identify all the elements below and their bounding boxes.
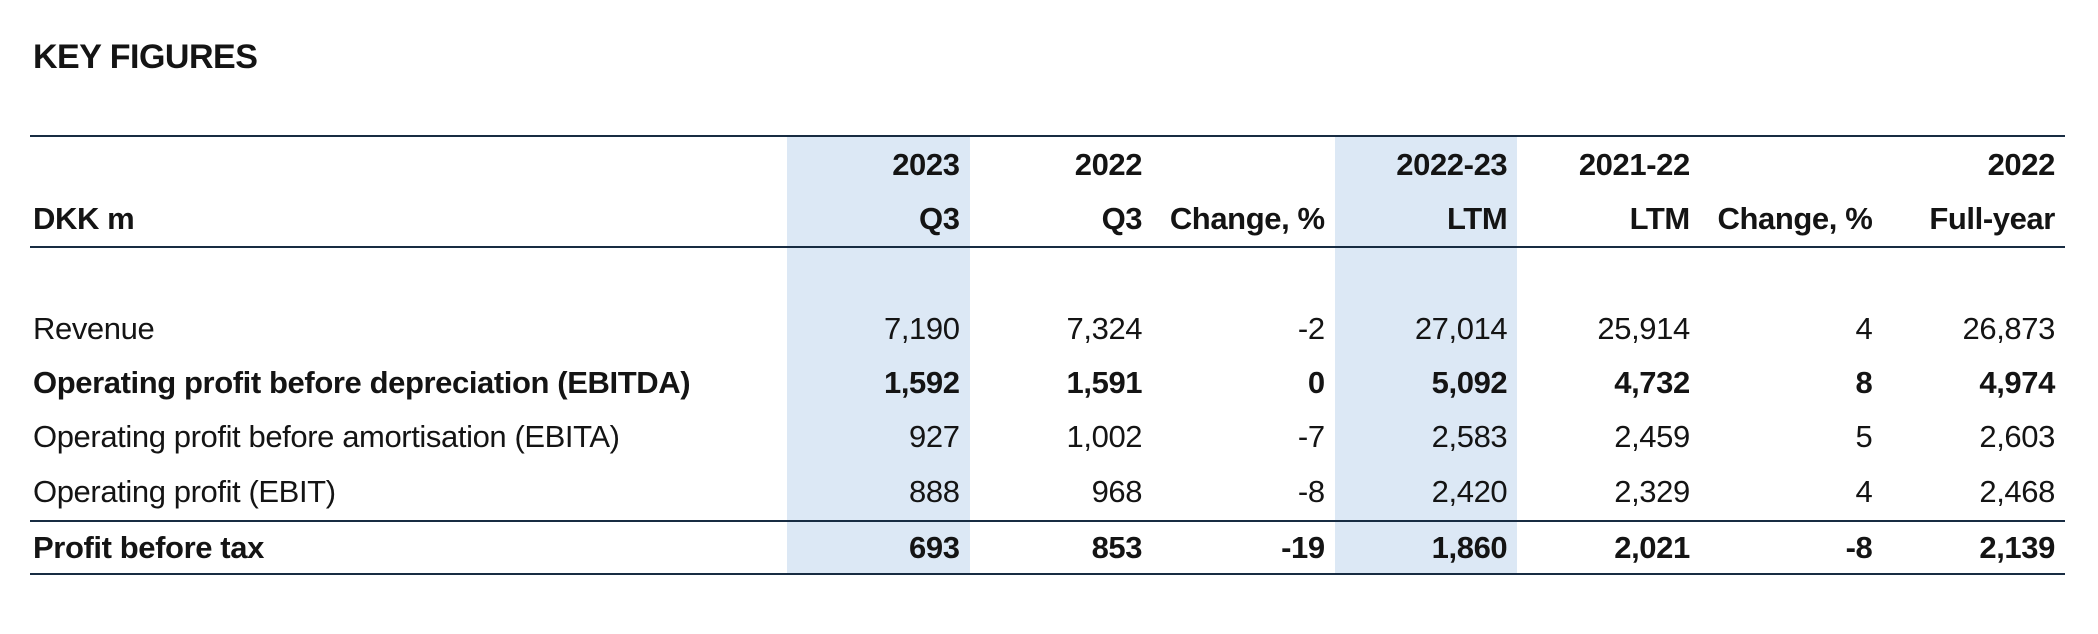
table-row-ebita: Operating profit before amortisation (EB… [30, 410, 2065, 464]
table-cell: -19 [1281, 529, 1325, 565]
table-row-ebit: Operating profit (EBIT) 888 968 -8 2,420… [30, 464, 2065, 520]
header-cell-q3: Q3 [787, 192, 970, 246]
header-cell-year-2022: 2022 [1074, 146, 1143, 182]
table-cell: 693 [787, 522, 970, 573]
table-cell: 7,190 [787, 302, 970, 356]
table-cell: 853 [1091, 529, 1143, 565]
table-row-revenue: Revenue 7,190 7,324 -2 27,014 25,914 4 2… [30, 302, 2065, 356]
table-cell: 25,914 [1597, 311, 1690, 346]
table-cell: 2,603 [1979, 419, 2055, 454]
table-cell: 5 [1855, 419, 1873, 454]
table-cell: -2 [1297, 311, 1325, 346]
key-figures-table: 2023 2022 2022-23 2021-22 2022 DKK m Q3 … [30, 135, 2065, 575]
table-cell: 2,420 [1334, 464, 1518, 520]
header-cell-change: Change, % [1169, 201, 1325, 236]
table-cell: 27,014 [1334, 302, 1518, 356]
row-label: Revenue [33, 311, 155, 346]
table-cell: 2,459 [1614, 419, 1690, 454]
header-sub-row: DKK m Q3 Q3 Change, % LTM LTM Change, % … [30, 192, 2065, 246]
table-cell: 4,732 [1614, 365, 1690, 400]
table-cell: 968 [1091, 474, 1143, 509]
page-title: KEY FIGURES [33, 38, 258, 76]
spacer-cell [1517, 248, 1700, 302]
table-cell: 2,139 [1979, 529, 2055, 565]
spacer-cell [787, 248, 970, 302]
header-cell-year-2022-full: 2022 [1987, 146, 2056, 182]
table-cell: 1,591 [1066, 365, 1143, 400]
table-header: 2023 2022 2022-23 2021-22 2022 DKK m Q3 … [30, 137, 2065, 248]
header-cell-full-year: Full-year [1929, 201, 2055, 236]
header-cell-year-2022-23: 2022-23 [1334, 137, 1518, 192]
table-cell: 7,324 [1066, 311, 1143, 346]
row-label: Operating profit before amortisation (EB… [33, 419, 620, 454]
table-cell: 26,873 [1962, 311, 2056, 346]
header-cell-ltm: LTM [1629, 201, 1691, 236]
spacer-row [30, 248, 2065, 302]
table-cell: 8 [1855, 365, 1873, 400]
table-cell: 927 [787, 410, 970, 464]
header-cell-year-2023: 2023 [787, 137, 970, 192]
table-cell: 0 [1307, 365, 1325, 400]
table-cell: 1,860 [1334, 522, 1518, 573]
table-cell: -8 [1845, 529, 1873, 565]
table-cell: 4 [1855, 311, 1873, 346]
header-cell-change: Change, % [1717, 201, 1873, 236]
table-cell: 2,021 [1614, 529, 1690, 565]
table-cell: 4,974 [1979, 365, 2055, 400]
table-cell: 2,583 [1334, 410, 1518, 464]
table-cell: 5,092 [1334, 356, 1518, 410]
table-row-profit-before-tax: Profit before tax 693 853 -19 1,860 2,02… [30, 520, 2065, 575]
row-label: Profit before tax [33, 529, 264, 565]
header-cell-ltm: LTM [1334, 192, 1518, 246]
spacer-cell [1334, 248, 1518, 302]
table-cell: 2,329 [1614, 474, 1690, 509]
table-cell: 888 [787, 464, 970, 520]
spacer-cell [1152, 248, 1335, 302]
header-cell [30, 137, 787, 192]
table-cell: 1,002 [1066, 419, 1143, 454]
header-cell-year-2021-22: 2021-22 [1578, 146, 1690, 182]
header-year-row: 2023 2022 2022-23 2021-22 2022 [30, 137, 2065, 192]
table-cell: 2,468 [1979, 474, 2055, 509]
spacer-cell [970, 248, 1153, 302]
table-cell: 4 [1855, 474, 1873, 509]
header-cell [1700, 137, 1883, 192]
table-cell: 1,592 [787, 356, 970, 410]
table-cell: -7 [1297, 419, 1325, 454]
unit-label: DKK m [33, 201, 135, 236]
table-row-ebitda: Operating profit before depreciation (EB… [30, 356, 2065, 410]
row-label: Operating profit (EBIT) [33, 474, 336, 509]
row-label: Operating profit before depreciation (EB… [33, 365, 691, 400]
spacer-cell [1700, 248, 1883, 302]
spacer-cell [1882, 248, 2065, 302]
table-cell: -8 [1297, 474, 1325, 509]
header-cell [1152, 137, 1335, 192]
spacer-cell [30, 248, 787, 302]
header-cell-q3: Q3 [1101, 201, 1143, 236]
